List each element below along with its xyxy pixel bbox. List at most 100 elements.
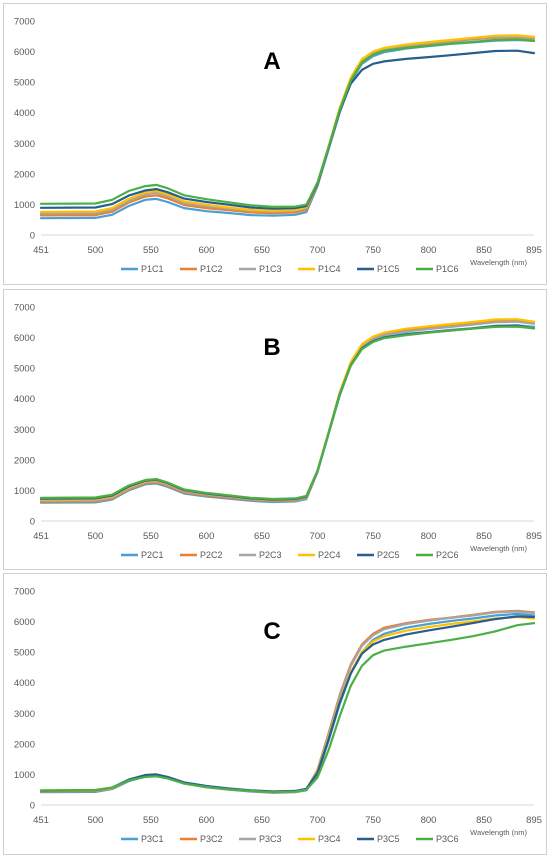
y-tick-label: 3000 bbox=[14, 425, 35, 436]
x-tick-label: 451 bbox=[33, 245, 49, 256]
series-line-p2c3 bbox=[39, 320, 536, 502]
x-tick-label: 700 bbox=[310, 531, 326, 542]
y-tick-label: 4000 bbox=[14, 678, 35, 689]
legend-label: P2C3 bbox=[259, 550, 282, 560]
x-axis-title: Wavelength (nm) bbox=[470, 828, 527, 837]
legend-label: P2C1 bbox=[141, 550, 164, 560]
x-tick-label: 850 bbox=[476, 531, 492, 542]
y-tick-label: 0 bbox=[30, 231, 35, 242]
series-line-p3c5 bbox=[39, 615, 536, 793]
legend-label: P1C6 bbox=[436, 264, 459, 274]
x-tick-label: 800 bbox=[421, 815, 437, 826]
x-axis-title: Wavelength (nm) bbox=[470, 544, 527, 553]
x-tick-label: 600 bbox=[199, 245, 215, 256]
series-line-p1c3 bbox=[39, 35, 536, 215]
legend-label: P1C1 bbox=[141, 264, 164, 274]
y-tick-label: 2000 bbox=[14, 739, 35, 750]
x-tick-label: 650 bbox=[254, 245, 270, 256]
series-line-p2c2 bbox=[39, 318, 536, 503]
y-tick-label: 7000 bbox=[14, 17, 35, 28]
y-tick-label: 0 bbox=[30, 801, 35, 812]
x-tick-label: 750 bbox=[365, 815, 381, 826]
x-tick-label: 500 bbox=[87, 531, 103, 542]
y-tick-label: 6000 bbox=[14, 333, 35, 344]
x-tick-label: 800 bbox=[421, 245, 437, 256]
y-tick-label: 7000 bbox=[14, 587, 35, 598]
x-tick-label: 850 bbox=[476, 815, 492, 826]
x-tick-label: 850 bbox=[476, 245, 492, 256]
y-tick-label: 0 bbox=[30, 517, 35, 528]
series-line-p1c2 bbox=[39, 36, 536, 217]
y-tick-label: 4000 bbox=[14, 108, 35, 119]
series-line-p1c4 bbox=[39, 34, 536, 213]
x-tick-label: 500 bbox=[87, 815, 103, 826]
legend-label: P2C4 bbox=[318, 550, 341, 560]
x-tick-label: 600 bbox=[199, 531, 215, 542]
x-tick-label: 451 bbox=[33, 531, 49, 542]
series-line-p1c5 bbox=[39, 49, 536, 210]
x-tick-label: 650 bbox=[254, 815, 270, 826]
series-line-p2c6 bbox=[39, 325, 536, 501]
y-tick-label: 3000 bbox=[14, 139, 35, 150]
y-tick-label: 2000 bbox=[14, 169, 35, 180]
y-tick-label: 1000 bbox=[14, 200, 35, 211]
legend-label: P1C3 bbox=[259, 264, 282, 274]
series-line-p2c5 bbox=[39, 324, 536, 501]
y-tick-label: 7000 bbox=[14, 303, 35, 314]
legend-label: P1C4 bbox=[318, 264, 341, 274]
series-line-p2c4 bbox=[39, 318, 536, 501]
legend-label: P3C4 bbox=[318, 834, 341, 844]
y-tick-label: 2000 bbox=[14, 455, 35, 466]
legend-label: P2C5 bbox=[377, 550, 400, 560]
series-line-p3c4 bbox=[39, 615, 536, 793]
x-tick-label: 750 bbox=[365, 245, 381, 256]
y-tick-label: 4000 bbox=[14, 394, 35, 405]
legend-label: P2C2 bbox=[200, 550, 223, 560]
series-line-p2c1 bbox=[39, 324, 536, 504]
chart-panel-a: 0 1000 2000 3000 4000 5000 6000 7000 451 500 550 60… bbox=[3, 3, 547, 285]
x-tick-label: 650 bbox=[254, 531, 270, 542]
legend-label: P1C2 bbox=[200, 264, 223, 274]
series-line-p3c6 bbox=[39, 621, 536, 794]
x-tick-label: 550 bbox=[143, 815, 159, 826]
y-tick-label: 6000 bbox=[14, 47, 35, 58]
y-tick-label: 5000 bbox=[14, 364, 35, 375]
x-tick-label: 550 bbox=[143, 531, 159, 542]
spectral-line-chart-c: 0 1000 2000 3000 4000 5000 6000 7000 451 500 550 60… bbox=[14, 587, 542, 845]
x-tick-label: 700 bbox=[310, 815, 326, 826]
x-tick-label: 895 bbox=[526, 815, 542, 826]
panel-label: C bbox=[263, 618, 280, 645]
y-tick-label: 1000 bbox=[14, 770, 35, 781]
y-tick-label: 6000 bbox=[14, 617, 35, 628]
x-tick-label: 500 bbox=[87, 245, 103, 256]
legend-label: P3C5 bbox=[377, 834, 400, 844]
series-line-p1c1 bbox=[39, 38, 536, 220]
legend-label: P3C6 bbox=[436, 834, 459, 844]
panel-label: A bbox=[263, 48, 280, 75]
series-line-p1c6 bbox=[39, 38, 536, 208]
x-tick-label: 451 bbox=[33, 815, 49, 826]
legend-label: P3C3 bbox=[259, 834, 282, 844]
x-tick-label: 750 bbox=[365, 531, 381, 542]
spectral-line-chart-a: 0 1000 2000 3000 4000 5000 6000 7000 451 500 550 60… bbox=[14, 17, 542, 275]
legend-label: P2C6 bbox=[436, 550, 459, 560]
x-tick-label: 700 bbox=[310, 245, 326, 256]
series-line-p3c1 bbox=[39, 612, 536, 794]
y-tick-label: 5000 bbox=[14, 78, 35, 89]
y-tick-label: 1000 bbox=[14, 486, 35, 497]
legend-label: P3C1 bbox=[141, 834, 164, 844]
x-tick-label: 550 bbox=[143, 245, 159, 256]
x-tick-label: 800 bbox=[421, 531, 437, 542]
spectral-line-chart-b: 0 1000 2000 3000 4000 5000 6000 7000 451 500 550 60… bbox=[14, 303, 542, 561]
legend-label: P1C5 bbox=[377, 264, 400, 274]
chart-panel-c: 0 1000 2000 3000 4000 5000 6000 7000 451 500 550 60… bbox=[3, 573, 547, 855]
panel-label: B bbox=[263, 334, 280, 361]
y-tick-label: 5000 bbox=[14, 648, 35, 659]
chart-panel-b: 0 1000 2000 3000 4000 5000 6000 7000 451 500 550 60… bbox=[3, 289, 547, 570]
x-tick-label: 895 bbox=[526, 531, 542, 542]
y-tick-label: 3000 bbox=[14, 709, 35, 720]
x-tick-label: 895 bbox=[526, 245, 542, 256]
x-tick-label: 600 bbox=[199, 815, 215, 826]
legend-label: P3C2 bbox=[200, 834, 223, 844]
x-axis-title: Wavelength (nm) bbox=[470, 258, 527, 267]
